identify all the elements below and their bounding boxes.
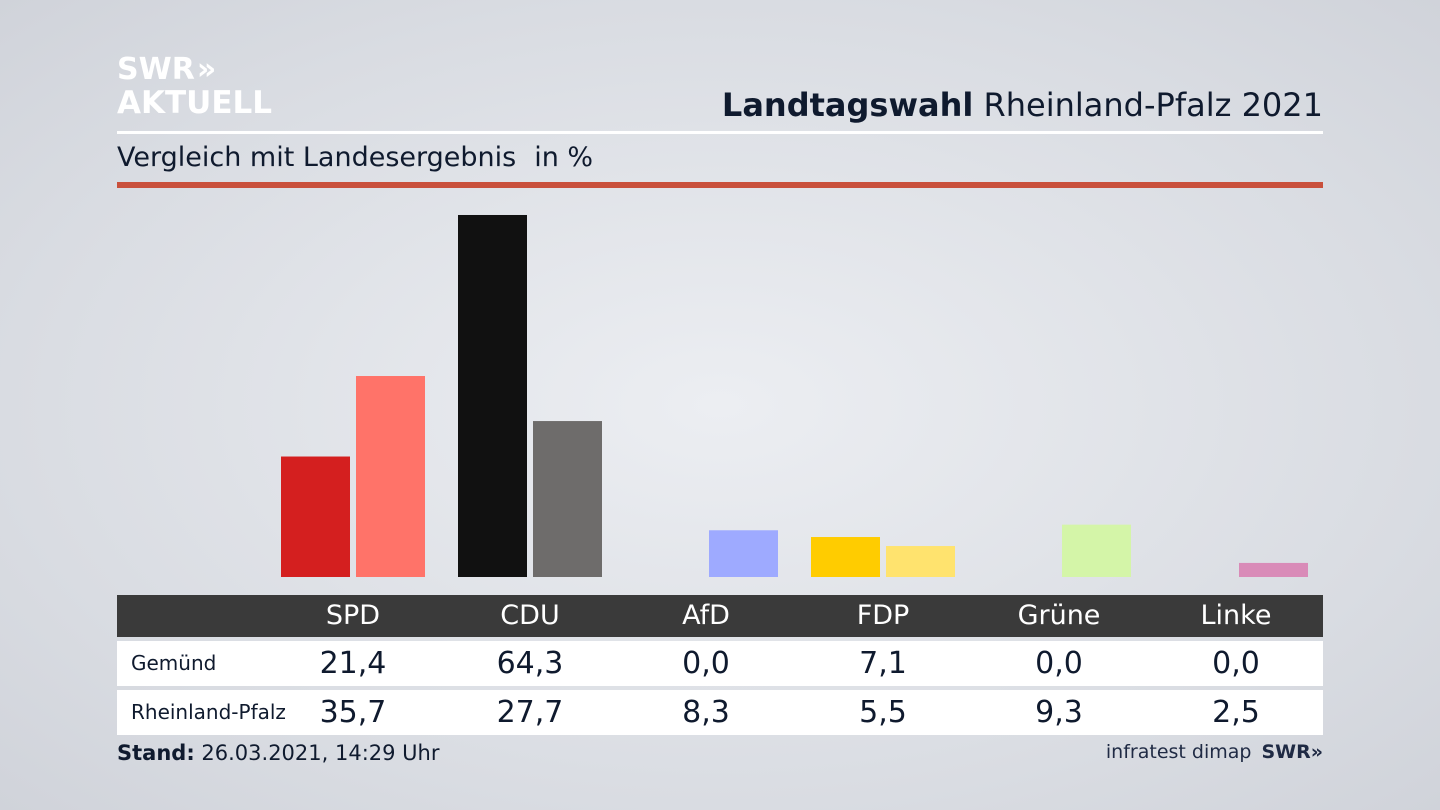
logo-aktuell-text: AKTUELL [117, 85, 273, 121]
source-text: infratest dimap [1105, 741, 1252, 763]
column-header-afd: AfD [682, 600, 730, 631]
bar-spd-rlp [356, 376, 425, 577]
value-cell-spd: 35,7 [319, 695, 387, 730]
bar-cdu-rlp [533, 421, 602, 577]
row-label: Rheinland-Pfalz [131, 700, 286, 724]
value-cell-fdp: 7,1 [859, 646, 907, 681]
value-cell-grüne: 9,3 [1035, 695, 1083, 730]
swr-logo-small: SWR» [1261, 741, 1323, 763]
bar-fdp-gemuend [811, 537, 880, 577]
column-header-spd: SPD [325, 600, 381, 631]
row-label: Gemünd [131, 651, 217, 675]
value-cell-grüne: 0,0 [1035, 646, 1083, 681]
subtitle-text: Vergleich mit Landesergebnis [117, 142, 517, 173]
accent-divider [117, 182, 1323, 188]
title-rest: Rheinland-Pfalz 2021 [973, 86, 1323, 124]
value-cell-fdp: 5,5 [859, 695, 907, 730]
timestamp: Stand: 26.03.2021, 14:29 Uhr [117, 741, 440, 765]
page-title: Landtagswahl Rheinland-Pfalz 2021 [722, 86, 1323, 124]
value-cell-linke: 0,0 [1212, 646, 1260, 681]
source-credit: infratest dimap SWR» [1106, 741, 1323, 763]
bar-spd-gemuend [281, 456, 350, 577]
swr-aktuell-logo: SWR» AKTUELL [117, 54, 272, 119]
column-header-cdu: CDU [500, 600, 560, 631]
title-bold: Landtagswahl [721, 86, 974, 124]
stand-value: 26.03.2021, 14:29 Uhr [194, 741, 440, 765]
table-header-row: SPD CDU AfD FDP Grüne Linke [117, 595, 1323, 637]
stand-label: Stand: [117, 741, 195, 765]
bar-fdp-rlp [886, 546, 955, 577]
bar-grüne-rlp [1062, 524, 1131, 577]
value-cell-cdu: 64,3 [496, 646, 564, 681]
column-header-fdp: FDP [856, 600, 910, 631]
results-table: SPD CDU AfD FDP Grüne Linke Gemünd 21,4 64,3 0,… [117, 595, 1323, 735]
table-row-gemuend: Gemünd 21,4 64,3 0,0 7,1 0,0 0,0 [117, 641, 1323, 686]
bar-linke-rlp [1239, 562, 1308, 577]
unit-label: in % [534, 142, 594, 173]
table-row-rheinland-pfalz: Rheinland-Pfalz 35,7 27,7 8,3 5,5 9,3 2,5 [117, 690, 1323, 735]
column-header-linke: Linke [1200, 600, 1272, 631]
column-header-grüne: Grüne [1017, 600, 1101, 631]
header-divider [117, 131, 1323, 134]
value-cell-cdu: 27,7 [496, 695, 564, 730]
value-cell-linke: 2,5 [1212, 695, 1260, 730]
value-cell-afd: 0,0 [682, 646, 730, 681]
value-cell-spd: 21,4 [319, 646, 387, 681]
logo-swr-text: SWR [117, 52, 195, 87]
chart-subtitle: Vergleich mit Landesergebnis in % [117, 142, 593, 173]
value-cell-afd: 8,3 [682, 695, 730, 730]
bar-cdu-gemuend [458, 214, 527, 577]
bar-afd-rlp [709, 530, 778, 577]
